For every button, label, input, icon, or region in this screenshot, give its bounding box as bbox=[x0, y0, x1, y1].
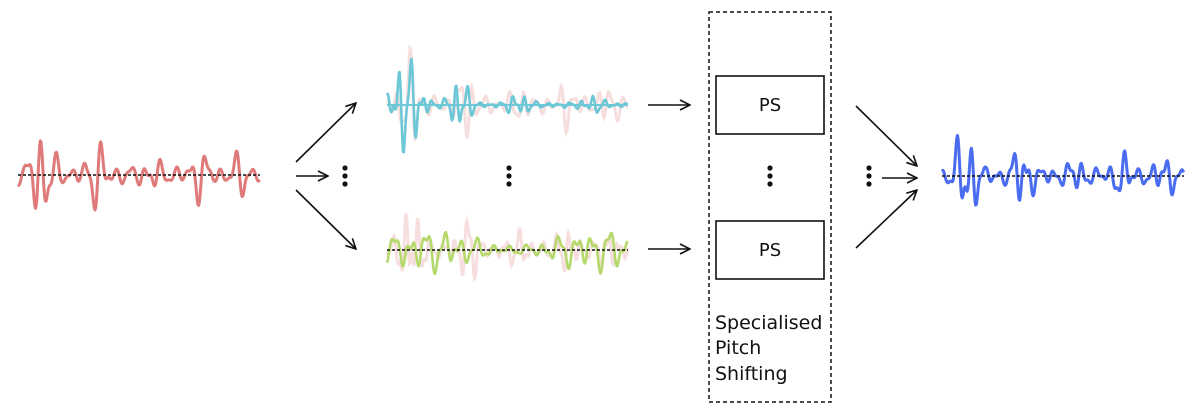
caption-line-3: Shifting bbox=[715, 363, 788, 385]
specialised-pitch-shifting-group bbox=[708, 11, 832, 403]
band-bottom-wave-line bbox=[385, 230, 629, 276]
arrow-right-icon bbox=[855, 190, 917, 249]
band-bottom bbox=[385, 213, 630, 283]
band-top bbox=[385, 44, 629, 154]
band-top-wave-line bbox=[385, 57, 629, 154]
band-top-ghost-wave bbox=[385, 44, 629, 143]
ps-box-top: PS bbox=[715, 75, 825, 135]
group-caption: Specialised Pitch Shifting bbox=[715, 312, 822, 385]
vertical-ellipsis-icon bbox=[506, 165, 512, 187]
caption-line-2: Pitch bbox=[715, 337, 761, 359]
output-waveform bbox=[940, 134, 1185, 207]
arrow-right-icon bbox=[855, 105, 917, 166]
vertical-ellipsis-icon bbox=[767, 165, 773, 187]
vertical-ellipsis-icon bbox=[866, 165, 872, 187]
input-wave-line bbox=[17, 139, 261, 212]
ps-box-bottom-label: PS bbox=[759, 240, 781, 261]
ps-box-bottom: PS bbox=[715, 220, 825, 280]
input-waveform bbox=[17, 139, 261, 212]
band-bottom-ghost-wave bbox=[385, 213, 630, 283]
output-wave-line bbox=[940, 134, 1185, 207]
split-arrows bbox=[295, 103, 356, 249]
arrow-right-icon bbox=[295, 103, 356, 163]
vertical-ellipsis-icon bbox=[342, 165, 348, 187]
arrow-right-icon bbox=[295, 189, 356, 249]
caption-line-1: Specialised bbox=[715, 312, 822, 334]
ps-box-top-label: PS bbox=[759, 95, 781, 116]
